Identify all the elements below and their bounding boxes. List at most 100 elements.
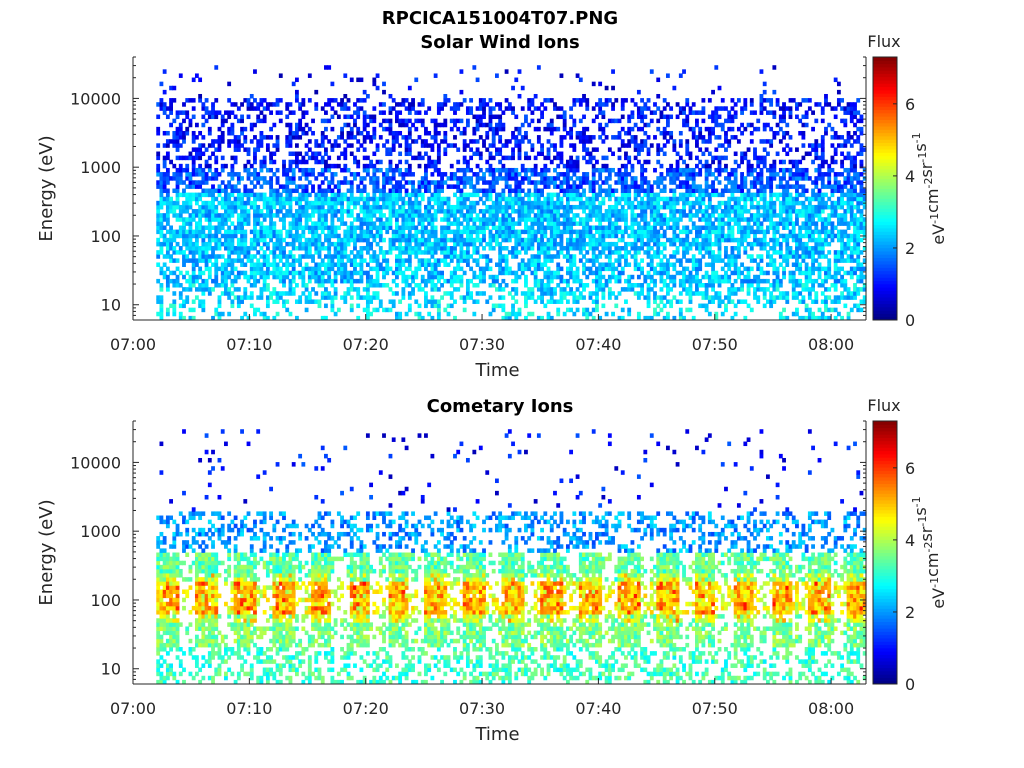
spectrogram-cell	[517, 172, 522, 177]
spectrogram-cell	[598, 274, 603, 280]
spectrogram-cell	[469, 237, 474, 243]
spectrogram-cell	[682, 167, 686, 173]
spectrogram-cell	[611, 291, 615, 296]
spectrogram-cell	[659, 250, 664, 255]
spectrogram-cell	[298, 176, 303, 181]
spectrogram-cell	[372, 184, 377, 189]
spectrogram-cell	[430, 163, 435, 169]
spectrogram-cell	[685, 184, 690, 189]
spectrogram-cell	[324, 225, 328, 230]
spectrogram-cell	[182, 258, 186, 263]
spectrogram-cell	[659, 213, 664, 218]
spectrogram-cell	[407, 118, 412, 124]
spectrogram-cell	[220, 274, 225, 280]
spectrogram-cell	[530, 192, 535, 198]
spectrogram-cell	[333, 143, 338, 148]
spectrogram-cell	[272, 258, 277, 263]
spectrogram-cell	[198, 172, 203, 177]
spectrogram-cell	[220, 225, 225, 230]
spectrogram-cell	[417, 163, 422, 169]
spectrogram-cell	[517, 262, 522, 267]
spectrogram-cell	[582, 295, 586, 300]
spectrogram-cell	[427, 262, 432, 267]
spectrogram-cell	[491, 126, 496, 132]
spectrogram-cell	[627, 287, 632, 292]
spectrogram-cell	[372, 295, 377, 300]
spectrogram-cell	[582, 176, 586, 181]
spectrogram-cell	[343, 73, 348, 78]
spectrogram-cell	[191, 155, 196, 161]
spectrogram-cell	[336, 209, 341, 214]
spectrogram-cell	[453, 233, 457, 239]
spectrogram-cell	[404, 122, 409, 128]
spectrogram-cell	[411, 155, 415, 161]
spectrogram-cell	[301, 233, 306, 239]
spectrogram-cell	[175, 176, 180, 181]
spectrogram-cell	[307, 250, 312, 255]
spectrogram-cell	[365, 163, 370, 169]
spectrogram-cell	[294, 258, 299, 263]
spectrogram-cell	[511, 130, 515, 136]
spectrogram-cell	[475, 122, 480, 128]
spectrogram-cell	[424, 295, 428, 300]
spectrogram-cell	[362, 200, 367, 206]
spectrogram-cell	[614, 196, 619, 202]
spectrogram-cell	[278, 118, 283, 124]
spectrogram-cell	[498, 135, 503, 140]
spectrogram-cell	[269, 126, 274, 132]
spectrogram-cell	[591, 81, 596, 87]
spectrogram-cell	[688, 209, 693, 214]
spectrogram-cell	[265, 200, 270, 206]
spectrogram-cell	[349, 184, 354, 189]
spectrogram-cell	[401, 229, 406, 235]
spectrogram-cell	[272, 213, 277, 218]
spectrogram-cell	[475, 229, 480, 235]
spectrogram-cell	[546, 98, 551, 103]
spectrogram-cell	[204, 204, 209, 210]
spectrogram-cell	[378, 237, 383, 243]
spectrogram-cell	[362, 139, 367, 144]
spectrogram-cell	[375, 254, 380, 259]
spectrogram-cell	[656, 77, 661, 83]
spectrogram-cell	[317, 172, 322, 177]
spectrogram-cell	[453, 278, 457, 284]
spectrogram-cell	[314, 143, 319, 148]
spectrogram-cell	[398, 151, 403, 157]
spectrogram-cell	[388, 225, 393, 230]
spectrogram-cell	[298, 274, 303, 280]
spectrogram-cell	[501, 167, 506, 173]
spectrogram-cell	[217, 237, 222, 243]
spectrogram-cell	[643, 221, 648, 226]
spectrogram-cell	[172, 307, 177, 313]
spectrogram-cell	[491, 176, 496, 181]
spectrogram-cell	[191, 209, 196, 214]
spectrogram-cell	[340, 213, 344, 218]
spectrogram-cell	[691, 225, 696, 230]
spectrogram-cell	[482, 143, 486, 148]
spectrogram-cell	[246, 209, 251, 214]
spectrogram-cell	[478, 221, 483, 226]
spectrogram-cell	[595, 287, 599, 292]
spectrogram-cell	[649, 266, 654, 272]
spectrogram-cell	[227, 270, 232, 276]
spectrogram-cell	[488, 172, 493, 177]
spectrogram-cell	[369, 180, 374, 185]
spectrogram-cell	[636, 89, 641, 95]
spectrogram-cell	[272, 102, 277, 107]
spectrogram-cell	[520, 258, 525, 263]
spectrogram-cell	[256, 139, 261, 144]
spectrogram-cell	[333, 213, 338, 218]
spectrogram-cell	[536, 258, 541, 263]
spectrogram-cell	[320, 221, 325, 226]
spectrogram-cell	[156, 172, 161, 177]
spectrogram-cell	[517, 204, 522, 210]
spectrogram-cell	[582, 172, 586, 177]
spectrogram-cell	[304, 204, 309, 210]
spectrogram-cell	[365, 196, 370, 202]
spectrogram-cell	[378, 221, 383, 226]
spectrogram-cell	[685, 151, 690, 157]
spectrogram-cell	[504, 262, 509, 267]
spectrogram-cell	[217, 241, 222, 247]
spectrogram-cell	[414, 139, 419, 144]
spectrogram-cell	[249, 93, 254, 99]
